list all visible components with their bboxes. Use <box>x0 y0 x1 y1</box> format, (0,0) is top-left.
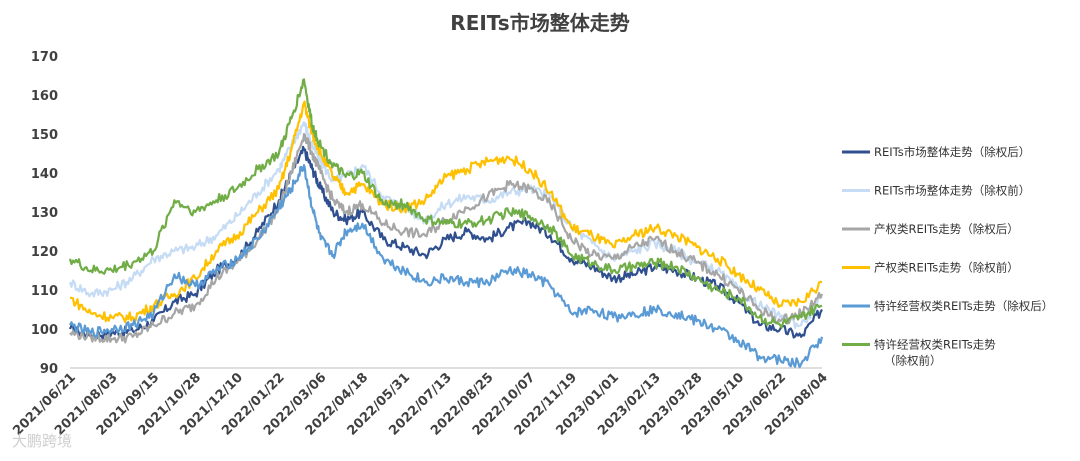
y-tick-label: 130 <box>31 206 58 221</box>
legend-label: 特许经营权类REITs走势（除权后） <box>874 299 1053 313</box>
y-tick-label: 140 <box>31 167 58 182</box>
legend-label: REITs市场整体走势（除权后） <box>874 145 1030 159</box>
series-line-5 <box>69 164 824 369</box>
legend-label: 特许经营权类REITs走势 <box>874 338 996 352</box>
watermark-text: 大鹏跨境 <box>12 432 72 450</box>
legend-label: REITs市场整体走势（除权前） <box>874 184 1030 198</box>
series-line-4 <box>69 100 823 324</box>
legend-label: 产权类REITs走势（除权后） <box>874 222 1019 236</box>
y-tick-label: 120 <box>31 245 58 260</box>
series-line-2 <box>68 121 823 329</box>
y-tick-label: 150 <box>31 128 58 143</box>
y-tick-label: 90 <box>40 362 58 377</box>
series-line-6 <box>68 78 823 329</box>
y-tick-label: 170 <box>31 50 58 65</box>
series-line-3 <box>69 132 824 344</box>
legend-label-line2: （除权前） <box>884 354 942 368</box>
y-tick-label: 100 <box>31 323 58 338</box>
y-tick-label: 160 <box>31 89 58 104</box>
chart-title: REITs市场整体走势 <box>450 11 629 35</box>
y-tick-label: 110 <box>31 284 58 299</box>
legend-label: 产权类REITs走势（除权前） <box>874 261 1019 275</box>
